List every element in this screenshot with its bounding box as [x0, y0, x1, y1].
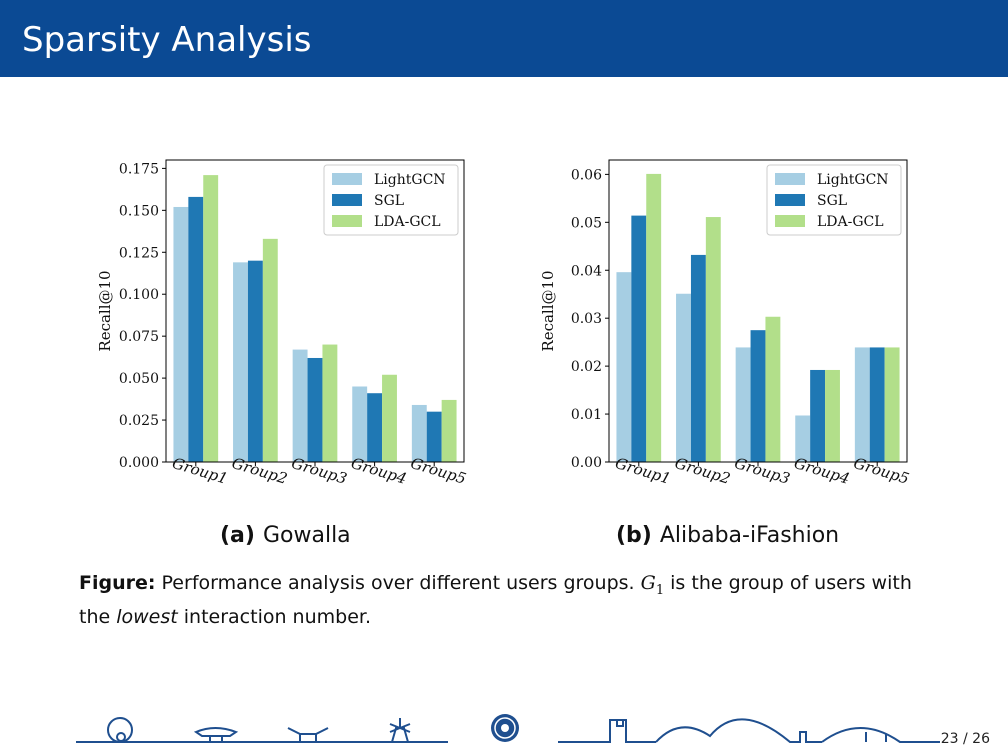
bar-lightgcn-group3 — [292, 349, 308, 462]
legend-label: LDA-GCL — [374, 214, 441, 230]
legend-label: LightGCN — [374, 172, 446, 188]
bar-lda-gcl-group1 — [646, 173, 662, 462]
caption-math-var: G — [640, 572, 656, 594]
y-tick-label: 0.175 — [119, 161, 159, 177]
legend-swatch — [332, 194, 362, 206]
legend-swatch — [332, 173, 362, 185]
bar-lightgcn-group5 — [411, 404, 427, 462]
chart-gowalla: 0.000 0.025 0.050 0.075 0.100 0.125 0.150 0.175… — [96, 159, 468, 488]
bar-lightgcn-group4 — [795, 415, 811, 462]
legend-swatch — [332, 215, 362, 227]
bar-lda-gcl-group3 — [322, 344, 338, 462]
y-tick-label: 0.025 — [119, 413, 159, 429]
figure-caption: Figure: Performance analysis over differ… — [79, 570, 939, 631]
legend: LightGCN SGL LDA-GCL — [323, 164, 459, 236]
bar-sgl-group3 — [750, 330, 766, 462]
bar-sgl-group4 — [810, 369, 826, 462]
bar-lda-gcl-group4 — [382, 374, 397, 462]
y-tick-label: 0.04 — [571, 263, 602, 279]
y-tick-label: 0.06 — [571, 167, 602, 183]
bar-lda-gcl-group4 — [825, 369, 840, 462]
y-tick-label: 0.01 — [571, 407, 602, 423]
caption-text-3: interaction number. — [183, 605, 372, 628]
bar-lightgcn-group1 — [616, 272, 632, 462]
bar-sgl-group4 — [367, 393, 383, 462]
bar-sgl-group1 — [188, 196, 204, 462]
y-tick-label: 0.03 — [571, 311, 602, 327]
bar-lightgcn-group1 — [173, 206, 189, 462]
y-tick-label: 0.000 — [119, 455, 159, 471]
y-tick-label: 0.050 — [119, 371, 159, 387]
y-tick-label: 0.05 — [571, 215, 602, 231]
legend-label: SGL — [374, 193, 404, 209]
legend-label: LDA-GCL — [817, 214, 884, 230]
bar-lda-gcl-group5 — [441, 399, 457, 462]
bar-sgl-group5 — [869, 347, 885, 462]
y-tick-label: 0.02 — [571, 359, 602, 375]
caption-text-1: Performance analysis over different user… — [161, 572, 635, 594]
subcaption-b-text: Alibaba-iFashion — [659, 523, 840, 548]
bar-lda-gcl-group2 — [705, 217, 721, 462]
bar-sgl-group2 — [247, 260, 263, 462]
bar-lda-gcl-group3 — [765, 316, 781, 462]
legend-swatch — [775, 215, 805, 227]
y-axis-label: Recall@10 — [539, 270, 557, 351]
bar-sgl-group1 — [631, 215, 647, 462]
subcaption-b-label: (b) — [616, 523, 652, 548]
bar-sgl-group2 — [690, 254, 706, 462]
bar-lightgcn-group2 — [233, 262, 248, 462]
caption-text-2: is the group of users with the — [79, 572, 912, 628]
y-tick-label: 0.100 — [119, 287, 159, 303]
caption-math: G1 — [640, 572, 664, 598]
slide-title: Sparsity Analysis — [22, 20, 312, 60]
subcaption-a: (a) Gowalla — [220, 522, 351, 550]
bar-lightgcn-group3 — [735, 347, 751, 462]
legend-swatch — [775, 173, 805, 185]
caption-label: Figure: — [79, 572, 156, 594]
legend-label: SGL — [817, 193, 847, 209]
y-tick-label: 0.075 — [119, 329, 159, 345]
bar-lda-gcl-group5 — [884, 347, 900, 462]
bar-sgl-group5 — [426, 411, 442, 462]
bar-lda-gcl-group2 — [262, 238, 278, 462]
page-number: 23 / 26 — [940, 731, 990, 747]
y-tick-label: 0.150 — [119, 203, 159, 219]
legend-label: LightGCN — [817, 172, 889, 188]
footer-decoration — [76, 714, 940, 743]
university-logo-icon — [491, 714, 519, 742]
subcaption-a-label: (a) — [220, 523, 255, 548]
bar-lightgcn-group2 — [676, 293, 691, 462]
title-bar: Sparsity Analysis — [0, 0, 1008, 77]
y-axis-label: Recall@10 — [96, 270, 114, 351]
subcaption-b: (b) Alibaba-iFashion — [616, 522, 839, 550]
caption-emph: lowest — [116, 605, 178, 628]
subcaption-a-text: Gowalla — [262, 523, 351, 548]
caption-math-sub: 1 — [655, 582, 665, 598]
bar-lda-gcl-group1 — [203, 175, 219, 462]
bar-lightgcn-group5 — [854, 347, 870, 462]
bar-sgl-group3 — [307, 357, 323, 462]
y-tick-label: 0.00 — [571, 455, 602, 471]
legend: LightGCN SGL LDA-GCL — [766, 164, 902, 236]
y-tick-label: 0.125 — [119, 245, 159, 261]
legend-swatch — [775, 194, 805, 206]
bar-lightgcn-group4 — [352, 386, 368, 462]
